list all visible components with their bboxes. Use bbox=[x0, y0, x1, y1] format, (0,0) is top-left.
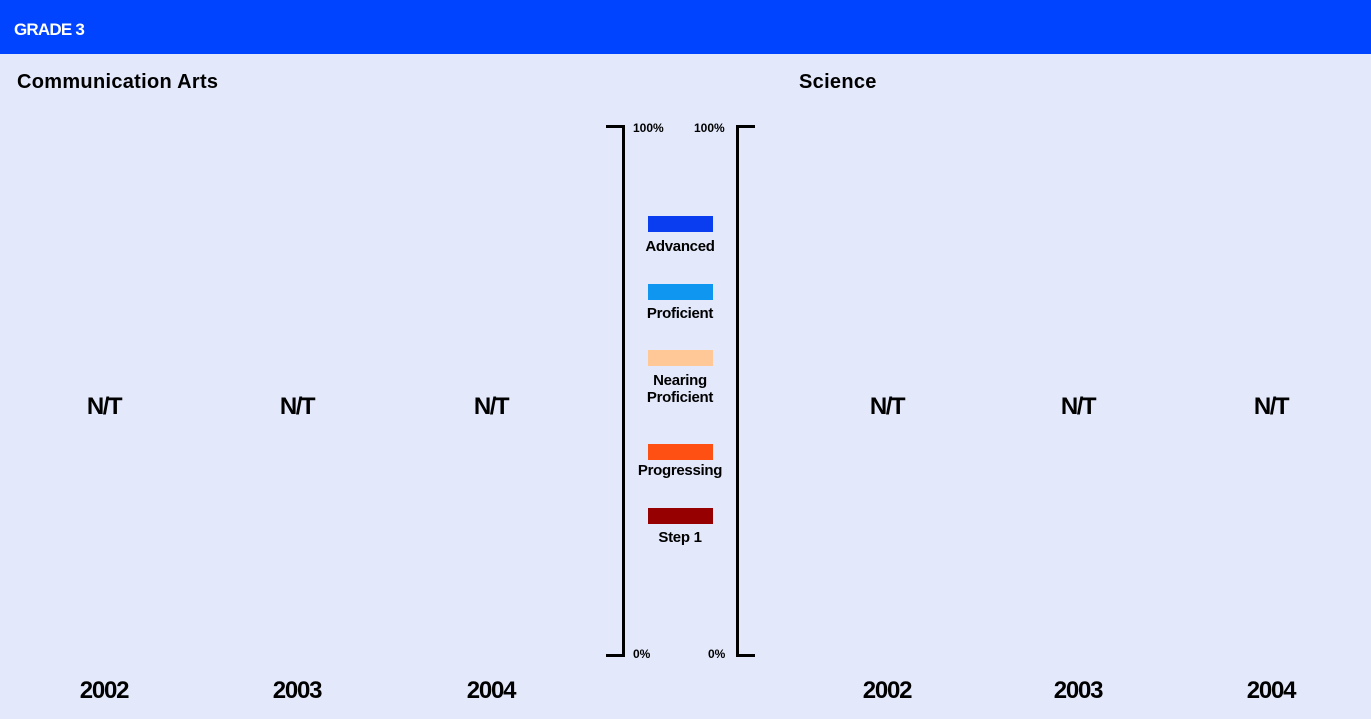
value-label-sci-2003: N/T bbox=[1060, 393, 1097, 420]
left-scale-top-label: 100% bbox=[633, 121, 664, 135]
legend-swatch-step-1 bbox=[648, 508, 713, 524]
right-scale-top-tick bbox=[736, 125, 755, 128]
x-tick-ca-2002: 2002 bbox=[79, 677, 130, 704]
left-scale-bottom-tick bbox=[606, 654, 625, 657]
right-scale-bottom-label: 0% bbox=[708, 647, 726, 661]
x-tick-sci-2003: 2003 bbox=[1053, 677, 1104, 704]
right-scale-axis bbox=[736, 125, 739, 657]
value-label-ca-2002: N/T bbox=[86, 393, 123, 420]
value-label-ca-2004: N/T bbox=[473, 393, 510, 420]
legend-label-step-1: Step 1 bbox=[658, 529, 702, 546]
legend-label-advanced: Advanced bbox=[645, 238, 715, 255]
left-scale-axis bbox=[622, 125, 625, 657]
value-label-ca-2003: N/T bbox=[279, 393, 316, 420]
x-tick-ca-2003: 2003 bbox=[272, 677, 323, 704]
right-scale-bottom-tick bbox=[736, 654, 755, 657]
right-scale-top-label: 100% bbox=[694, 121, 725, 135]
grade-header-bar: GRADE 3 bbox=[0, 0, 1371, 54]
grade-title: GRADE 3 bbox=[14, 20, 85, 39]
left-scale-bottom-label: 0% bbox=[633, 647, 651, 661]
x-tick-sci-2002: 2002 bbox=[862, 677, 913, 704]
value-label-sci-2002: N/T bbox=[869, 393, 906, 420]
legend-swatch-advanced bbox=[648, 216, 713, 232]
legend-swatch-nearing-proficient bbox=[648, 350, 713, 366]
legend-label-progressing: Progressing bbox=[637, 462, 723, 479]
x-tick-sci-2004: 2004 bbox=[1246, 677, 1297, 704]
legend-swatch-progressing bbox=[648, 444, 713, 460]
x-tick-ca-2004: 2004 bbox=[466, 677, 517, 704]
legend-label-proficient: Proficient bbox=[646, 305, 714, 322]
legend-swatch-proficient bbox=[648, 284, 713, 300]
chart-title-science: Science bbox=[799, 71, 877, 93]
chart-title-communication-arts: Communication Arts bbox=[17, 71, 219, 93]
legend-label-nearing-proficient: Nearing Proficient bbox=[646, 372, 714, 406]
value-label-sci-2004: N/T bbox=[1253, 393, 1290, 420]
left-scale-top-tick bbox=[606, 125, 625, 128]
